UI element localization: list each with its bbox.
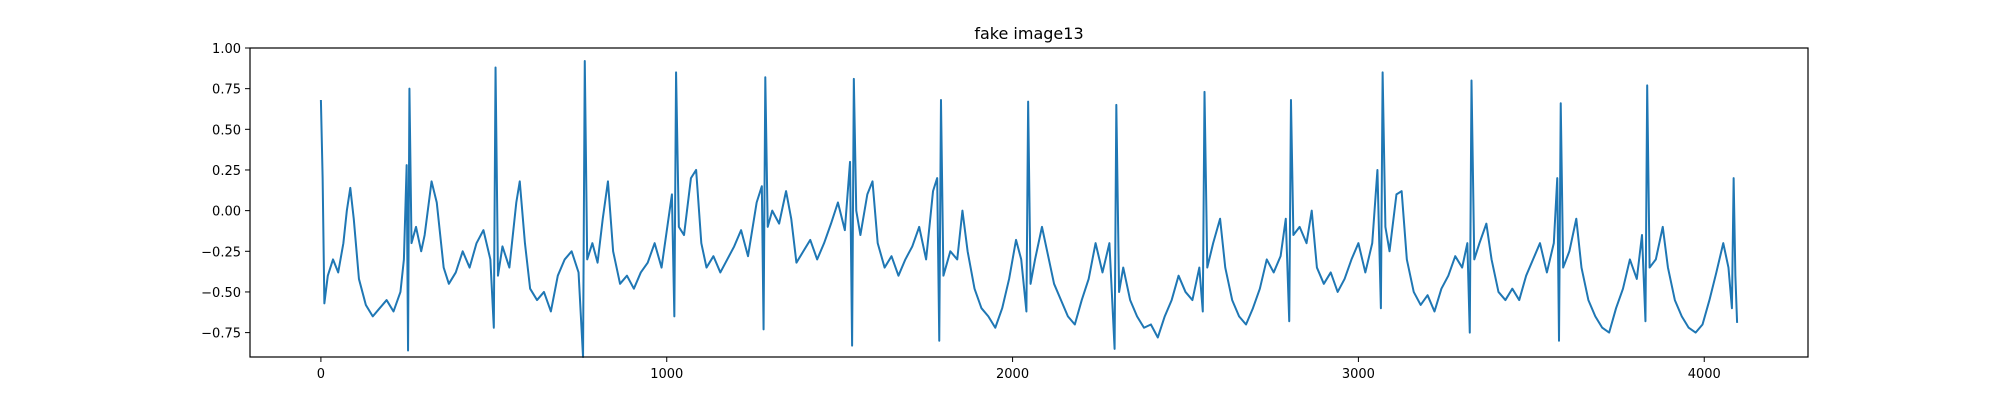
y-tick-label: 0.00 [212, 205, 241, 220]
chart-title: fake image13 [974, 24, 1083, 43]
y-tick-label: 1.00 [212, 42, 241, 57]
x-tick-label: 1000 [650, 367, 683, 382]
plot-frame [249, 47, 1809, 358]
x-axis: 0 1000 2000 3000 4000 [317, 357, 1721, 382]
y-tick-label: −0.75 [201, 327, 241, 342]
x-tick-label: 4000 [1688, 367, 1721, 382]
series-line [319, 60, 1739, 358]
x-tick-label: 2000 [996, 367, 1029, 382]
y-tick-label: 0.75 [212, 83, 241, 98]
y-tick-label: 0.25 [212, 164, 241, 179]
y-axis: −0.75 −0.50 −0.25 0.00 0.25 0.50 0.75 1.00 [201, 42, 250, 342]
y-tick-label: −0.25 [201, 245, 241, 260]
y-tick-label: 0.50 [212, 123, 241, 138]
y-tick-label: −0.50 [201, 286, 241, 301]
x-tick-label: 0 [317, 367, 325, 382]
x-tick-label: 3000 [1342, 367, 1375, 382]
